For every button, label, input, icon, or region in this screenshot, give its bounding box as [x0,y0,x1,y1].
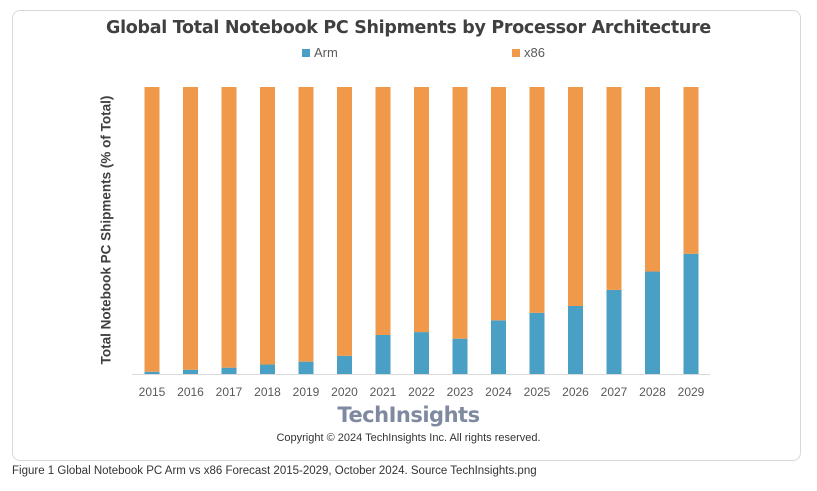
bar-arm-2021 [375,334,391,374]
bar-arm-2023 [452,338,468,374]
bar-x86-2028 [645,87,660,272]
bar-arm-2024 [491,320,506,374]
bar-arm-2019 [298,361,314,374]
bar-arm-2016 [183,369,198,374]
bar-arm-2027 [606,289,622,374]
bar-arm-2020 [337,355,352,374]
x-tick-label: 2018 [254,385,281,399]
bar-arm-2015 [144,371,160,374]
copyright-text: Copyright © 2024 TechInsights Inc. All r… [276,432,541,444]
bar-x86-2019 [298,87,314,362]
bar-x86-2027 [606,87,622,290]
legend-label-arm: Arm [314,45,338,60]
techinsights-logo: TechInsights [337,403,480,427]
x-tick-label: 2024 [485,385,512,399]
x-tick-label: 2022 [408,385,435,399]
legend-item-arm: Arm [302,45,338,60]
bar-x86-2023 [452,87,468,339]
bar-x86-2026 [568,87,583,306]
bar-arm-2017 [221,367,237,374]
bar-x86-2024 [491,87,506,321]
bar-x86-2017 [221,87,237,368]
bar-arm-2028 [645,271,660,374]
bar-x86-2029 [683,87,699,254]
bar-x86-2022 [414,87,429,333]
bar-arm-2018 [260,364,275,374]
bar-x86-2018 [260,87,275,365]
legend-swatch-x86 [512,48,520,57]
x-tick-label: 2023 [447,385,474,399]
x-tick-label: 2026 [562,385,589,399]
bar-x86-2021 [375,87,391,335]
x-tick-label: 2029 [678,385,705,399]
legend-label-x86: x86 [524,45,545,60]
legend-swatch-arm [302,48,310,57]
bar-x86-2015 [144,87,160,372]
bar-x86-2025 [529,87,545,313]
figure-caption: Figure 1 Global Notebook PC Arm vs x86 F… [12,465,537,477]
bar-x86-2016 [183,87,198,370]
chart-title: Global Total Notebook PC Shipments by Pr… [106,18,711,38]
bar-x86-2020 [337,87,352,356]
bar-arm-2022 [414,332,429,374]
x-tick-label: 2016 [177,385,204,399]
x-tick-label: 2021 [370,385,397,399]
bar-arm-2029 [683,253,699,374]
bar-arm-2026 [568,305,583,374]
x-tick-label: 2019 [293,385,320,399]
figure-card [12,10,801,461]
x-tick-label: 2027 [601,385,628,399]
x-tick-label: 2017 [216,385,243,399]
legend-item-x86: x86 [512,45,545,60]
x-tick-label: 2015 [139,385,166,399]
x-tick-label: 2020 [331,385,358,399]
x-tick-label: 2028 [639,385,666,399]
x-tick-label: 2025 [524,385,551,399]
bar-arm-2025 [529,312,545,374]
